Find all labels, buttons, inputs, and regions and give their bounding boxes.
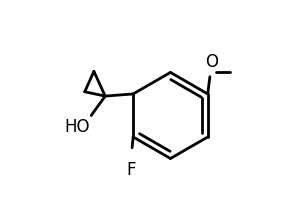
Text: HO: HO bbox=[64, 118, 90, 136]
Text: O: O bbox=[206, 53, 218, 71]
Text: F: F bbox=[126, 161, 136, 179]
